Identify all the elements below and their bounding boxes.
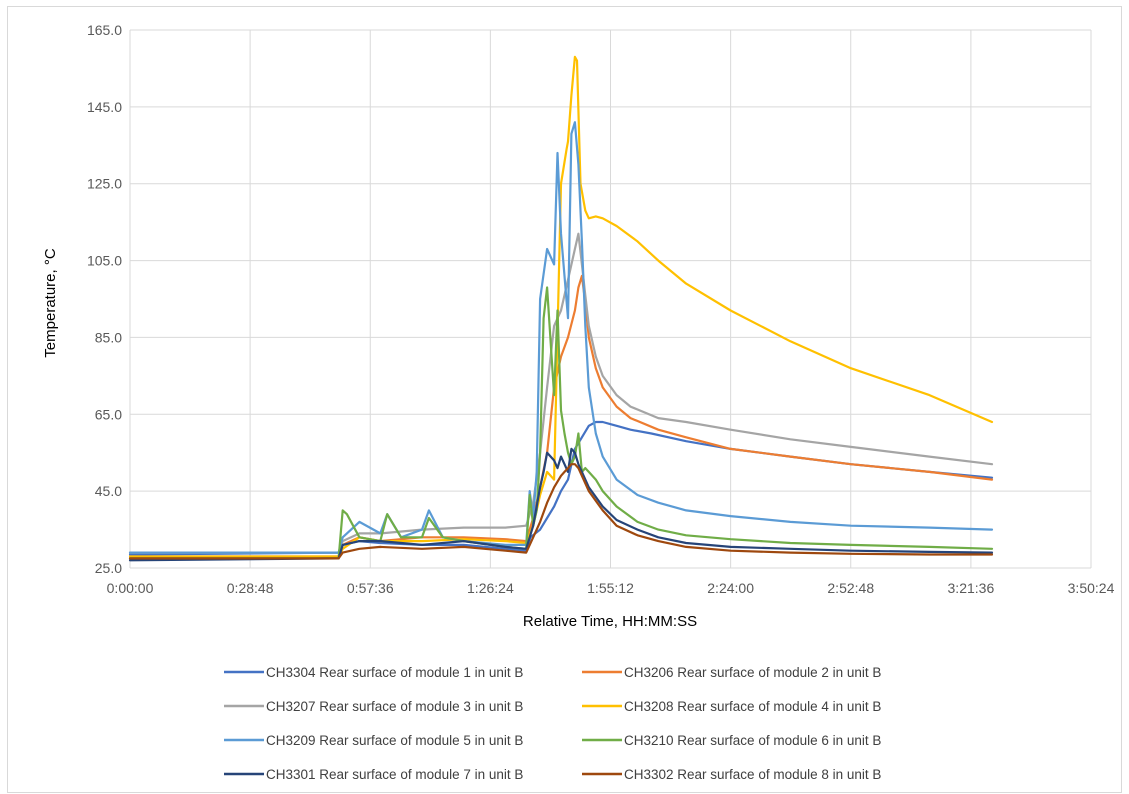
x-tick-label: 3:50:24 (1068, 580, 1115, 596)
legend-label: CH3206 Rear surface of module 2 in unit … (624, 665, 881, 680)
x-tick-label: 3:21:36 (948, 580, 995, 596)
y-tick-label: 65.0 (95, 406, 122, 422)
series-line-1 (128, 420, 994, 556)
x-tick-label: 0:28:48 (227, 580, 274, 596)
legend-label: CH3304 Rear surface of module 1 in unit … (266, 665, 523, 680)
series-line-7 (128, 447, 994, 562)
legend-label: CH3210 Rear surface of module 6 in unit … (624, 733, 881, 748)
x-tick-label: 2:24:00 (707, 580, 754, 596)
x-tick-label: 1:55:12 (587, 580, 634, 596)
y-tick-label: 165.0 (87, 22, 122, 38)
series-line-4 (128, 55, 994, 558)
x-tick-label: 1:26:24 (467, 580, 514, 596)
series-line-5 (128, 121, 994, 554)
series-lines (128, 55, 994, 562)
legend-label: CH3207 Rear surface of module 3 in unit … (266, 699, 523, 714)
y-tick-label: 105.0 (87, 253, 122, 269)
x-tick-label: 2:52:48 (827, 580, 874, 596)
y-tick-label: 145.0 (87, 99, 122, 115)
legend-label: CH3208 Rear surface of module 4 in unit … (624, 699, 881, 714)
legend-label: CH3301 Rear surface of module 7 in unit … (266, 767, 523, 782)
series-line-8 (128, 463, 994, 560)
x-tick-labels: 0:00:00 0:28:48 0:57:36 1:26:24 1:55:12 2:24:… (107, 580, 1115, 596)
legend-label: CH3209 Rear surface of module 5 in unit … (266, 733, 523, 748)
y-tick-label: 25.0 (95, 560, 122, 576)
x-tick-label: 0:57:36 (347, 580, 394, 596)
y-tick-label: 45.0 (95, 483, 122, 499)
y-tick-label: 125.0 (87, 176, 122, 192)
gridlines (129, 29, 1092, 569)
series-line-6 (128, 286, 994, 560)
y-axis-title: Temperature, °C (42, 248, 59, 358)
legend: CH3304 Rear surface of module 1 in unit … (224, 665, 881, 782)
x-axis-title: Relative Time, HH:MM:SS (523, 613, 697, 630)
chart-frame (7, 6, 1122, 793)
y-tick-label: 85.0 (95, 329, 122, 345)
x-tick-label: 0:00:00 (107, 580, 154, 596)
legend-label: CH3302 Rear surface of module 8 in unit … (624, 767, 881, 782)
y-tick-labels: 25.0 45.0 65.0 85.0 105.0 125.0 145.0 165.0 (87, 22, 122, 576)
